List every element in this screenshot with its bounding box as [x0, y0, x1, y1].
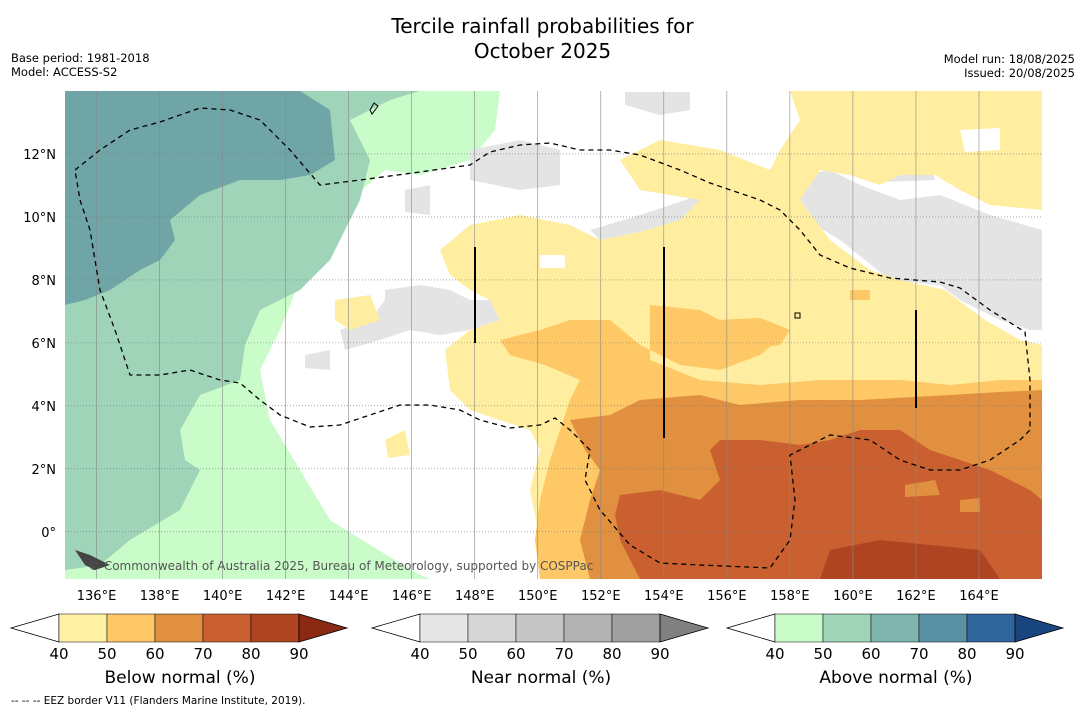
colorbars: 40 50 60 70 80 90 40 50 60 70 80 90 40 50 60 70 80 90 — [9, 613, 1065, 663]
colorbar-segment — [515, 613, 565, 643]
colorbar-title-near: Near normal (%) — [470, 668, 612, 688]
colorbar-segment — [870, 613, 920, 643]
lat-tick-label: 0° — [41, 526, 56, 541]
colorbar: 40 50 60 70 80 90 — [9, 613, 349, 663]
colorbar-tick-label: 50 — [813, 645, 832, 663]
eez-footer-note: -- -- -- EEZ border V11 (Flanders Marine… — [11, 695, 306, 707]
colorbar-low-extend — [370, 613, 421, 643]
below-normal-80 — [615, 430, 1042, 579]
lon-tick-label: 146°E — [392, 589, 432, 604]
colorbar-tick-label: 80 — [957, 645, 976, 663]
colorbar-low-extend — [725, 613, 776, 643]
lon-tick-label: 148°E — [455, 589, 495, 604]
lon-tick-label: 162°E — [896, 589, 936, 604]
probability-field — [65, 91, 1042, 579]
colorbar-segment — [419, 613, 469, 643]
colorbar-title-above: Above normal (%) — [819, 668, 973, 688]
copyright-text: © Commonwealth of Australia 2025, Bureau… — [88, 559, 593, 573]
lon-tick-label: 158°E — [770, 589, 810, 604]
colorbar-tick-label: 40 — [410, 645, 429, 663]
above-normal-70 — [65, 91, 335, 305]
colorbar-tick-label: 40 — [765, 645, 784, 663]
colorbar-tick-label: 50 — [97, 645, 116, 663]
lat-tick-label: 2°N — [32, 463, 57, 478]
colorbar-tick-label: 50 — [458, 645, 477, 663]
colorbar-high-extend — [298, 613, 349, 643]
colorbar-tick-label: 60 — [506, 645, 525, 663]
colorbar-segment — [611, 613, 661, 643]
model-run: Model run: 18/08/2025 — [943, 52, 1075, 66]
lon-tick-label: 152°E — [581, 589, 621, 604]
lon-tick-labels: 136°E 138°E 140°E 142°E 144°E 146°E 148°E 150°E… — [77, 589, 999, 604]
colorbar-high-extend — [659, 613, 710, 643]
colorbar-segment — [106, 613, 156, 643]
lon-tick-label: 136°E — [77, 589, 117, 604]
lat-tick-label: 4°N — [32, 400, 57, 415]
colorbar-tick-label: 40 — [49, 645, 68, 663]
colorbar-tick-label: 80 — [241, 645, 260, 663]
meta-right: Model run: 18/08/2025 Issued: 20/08/2025 — [944, 52, 1075, 80]
gridlines — [65, 91, 1042, 579]
colorbar-tick-label: 80 — [602, 645, 621, 663]
lon-tick-label: 154°E — [644, 589, 684, 604]
colorbar: 40 50 60 70 80 90 — [725, 613, 1065, 663]
colorbar-segment — [563, 613, 613, 643]
colorbar-tick-label: 90 — [1005, 645, 1024, 663]
lat-tick-label: 6°N — [32, 337, 57, 352]
lon-tick-label: 160°E — [833, 589, 873, 604]
colorbar-high-extend — [1014, 613, 1065, 643]
lon-tick-label: 150°E — [518, 589, 558, 604]
below-normal-90 — [820, 540, 1000, 579]
colorbar-segment — [822, 613, 872, 643]
colorbar-tick-label: 60 — [145, 645, 164, 663]
eez-border-west — [74, 107, 1031, 569]
colorbar-segment — [154, 613, 204, 643]
colorbar: 40 50 60 70 80 90 — [370, 613, 710, 663]
colorbar-segment — [250, 613, 300, 643]
lon-tick-label: 144°E — [329, 589, 369, 604]
base-period: Base period: 1981-2018 — [11, 51, 150, 65]
colorbar-segment — [202, 613, 252, 643]
colorbar-segment — [58, 613, 108, 643]
lon-tick-label: 142°E — [266, 589, 306, 604]
colorbar-tick-label: 70 — [554, 645, 573, 663]
colorbar-tick-label: 70 — [909, 645, 928, 663]
lat-tick-labels: 0° 2°N 4°N 6°N 8°N 10°N 12°N — [23, 148, 56, 541]
colorbar-segment — [774, 613, 824, 643]
colorbar-tick-label: 60 — [861, 645, 880, 663]
lon-tick-label: 140°E — [203, 589, 243, 604]
lat-tick-label: 12°N — [23, 148, 56, 163]
chart-title: Tercile rainfall probabilities for Octob… — [0, 14, 1085, 64]
lon-tick-label: 156°E — [707, 589, 747, 604]
colorbar-segment — [467, 613, 517, 643]
lon-tick-label: 164°E — [959, 589, 999, 604]
colorbar-title-below: Below normal (%) — [104, 668, 256, 688]
colorbar-low-extend — [9, 613, 60, 643]
lon-tick-label: 138°E — [140, 589, 180, 604]
lat-tick-label: 10°N — [23, 211, 56, 226]
model-name: Model: ACCESS-S2 — [11, 65, 118, 79]
colorbar-segment — [966, 613, 1016, 643]
colorbar-tick-label: 90 — [289, 645, 308, 663]
title-line-1: Tercile rainfall probabilities for — [391, 14, 694, 38]
colorbar-tick-label: 70 — [193, 645, 212, 663]
colorbar-tick-label: 90 — [650, 645, 669, 663]
lat-tick-label: 8°N — [32, 274, 57, 289]
near-normal-patch-1 — [470, 140, 560, 190]
issued-date: Issued: 20/08/2025 — [964, 66, 1075, 80]
colorbar-segment — [918, 613, 968, 643]
title-line-2: October 2025 — [473, 39, 612, 63]
meta-left: Base period: 1981-2018 Model: ACCESS-S2 — [11, 51, 150, 79]
